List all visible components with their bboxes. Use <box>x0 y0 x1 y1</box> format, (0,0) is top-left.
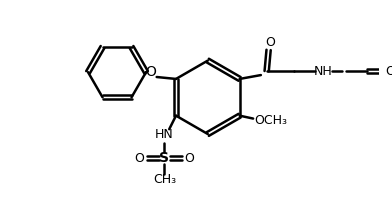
Text: S: S <box>160 151 169 165</box>
Text: O: O <box>134 152 144 165</box>
Text: O: O <box>266 36 276 49</box>
Text: O: O <box>385 65 392 78</box>
Text: OCH₃: OCH₃ <box>254 114 287 127</box>
Text: HN: HN <box>155 128 174 141</box>
Text: O: O <box>185 152 194 165</box>
Text: NH: NH <box>313 65 332 78</box>
Text: CH₃: CH₃ <box>153 173 176 186</box>
Text: O: O <box>145 65 156 79</box>
